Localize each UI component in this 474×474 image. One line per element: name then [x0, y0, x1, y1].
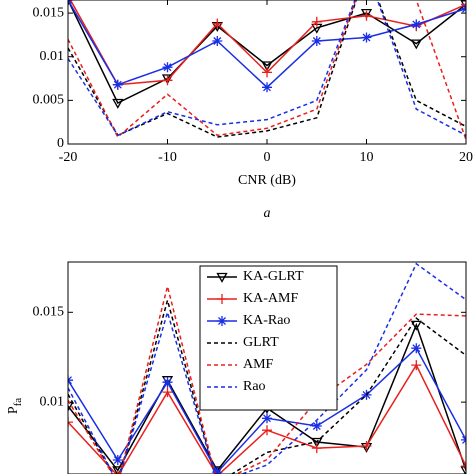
marker [461, 0, 466, 10]
x-tick-label: 20 [459, 150, 473, 165]
y-label-main: P [6, 406, 21, 414]
marker [262, 425, 272, 436]
y-label-sub: fa [12, 398, 24, 407]
marker [212, 18, 223, 29]
x-tick-label: 10 [360, 150, 374, 165]
y-tick-label: 0 [57, 136, 64, 151]
marker [212, 467, 223, 474]
x-tick-label: -10 [158, 150, 177, 165]
marker [461, 461, 466, 472]
caption: a [264, 206, 271, 221]
marker [117, 470, 119, 474]
marker [162, 377, 173, 388]
series-line [68, 262, 466, 474]
legend-box [199, 265, 338, 411]
marker [212, 36, 223, 46]
marker [361, 441, 372, 451]
marker [311, 421, 322, 431]
marker [311, 437, 323, 448]
marker [262, 413, 272, 424]
marker [162, 62, 173, 73]
plot-frame [67, 0, 467, 145]
legend-label: GLRT [243, 335, 279, 350]
series-line [68, 0, 466, 137]
marker [411, 343, 422, 354]
marker [161, 74, 174, 85]
marker [410, 320, 422, 331]
marker [411, 360, 422, 371]
x-tick-label: -20 [59, 150, 78, 165]
x-axis-label: CNR (dB) [238, 173, 296, 188]
marker [311, 443, 322, 454]
legend-label: AMF [243, 357, 274, 372]
legend-label: KA-AMF [243, 291, 298, 306]
legend-marker [217, 294, 227, 304]
marker [112, 79, 123, 90]
marker [311, 36, 322, 46]
legend-marker [216, 272, 228, 283]
marker [68, 401, 74, 412]
legend-label: KA-Rao [243, 313, 290, 328]
legend-label: Rao [243, 379, 266, 394]
marker [261, 61, 273, 72]
marker [262, 82, 272, 93]
y-tick-label: 0.005 [33, 93, 65, 108]
plot-content [68, 0, 466, 140]
marker [262, 67, 272, 78]
marker [112, 98, 124, 109]
series-line [68, 297, 466, 474]
legend-label: KA-GLRT [243, 269, 304, 284]
series-line [68, 286, 466, 474]
series-line [68, 0, 466, 140]
marker [68, 417, 73, 428]
marker [361, 10, 372, 21]
y-tick-label: 0.015 [33, 5, 65, 20]
marker [460, 466, 466, 474]
marker [360, 8, 373, 19]
marker [361, 32, 372, 43]
marker [311, 16, 322, 27]
series-line [68, 0, 466, 138]
y-tick-label: 0.015 [33, 305, 65, 320]
marker [411, 19, 422, 30]
y-tick-label: 0.01 [40, 394, 65, 409]
marker [162, 75, 173, 86]
plot-frame [67, 261, 467, 474]
legend-marker [217, 316, 227, 326]
y-tick-label: 0.01 [40, 49, 65, 64]
y-axis-label: Pfa [6, 398, 23, 414]
series-line [68, 0, 466, 105]
marker [112, 455, 123, 465]
marker [410, 39, 422, 50]
x-tick-label: 0 [264, 150, 271, 165]
marker [162, 387, 173, 398]
